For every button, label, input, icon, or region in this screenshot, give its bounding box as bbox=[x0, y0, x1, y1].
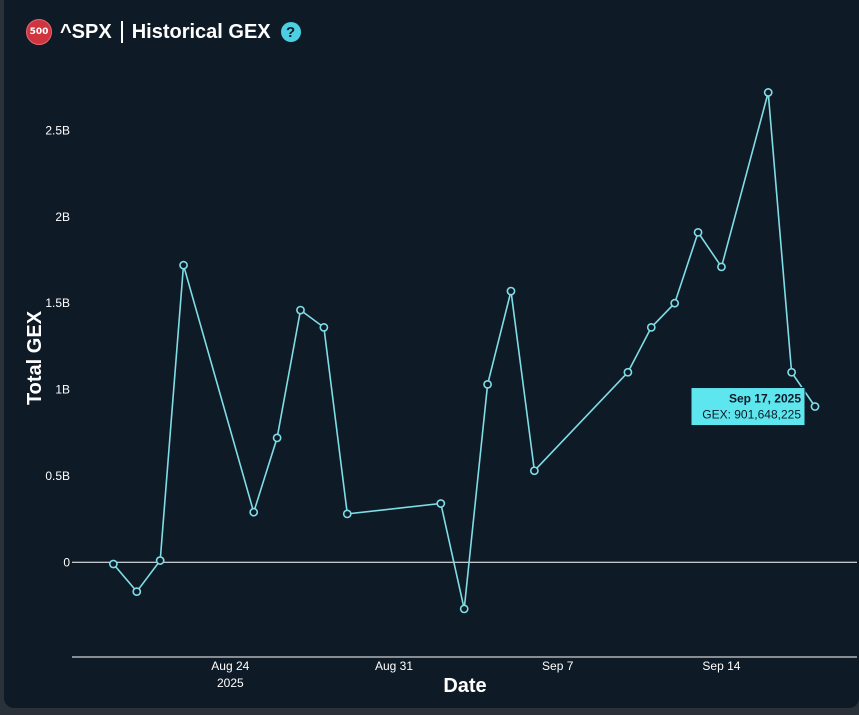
x-axis-title: Date bbox=[443, 675, 486, 697]
y-axis-title: Total GEX bbox=[24, 310, 46, 405]
data-point[interactable] bbox=[810, 402, 820, 411]
question-circle-icon[interactable]: ? bbox=[280, 22, 301, 42]
y-tick-label: 0 bbox=[63, 555, 70, 569]
data-point[interactable] bbox=[483, 379, 492, 389]
data-point[interactable] bbox=[693, 227, 703, 237]
data-point[interactable] bbox=[459, 604, 469, 614]
chart-panel bbox=[4, 0, 859, 708]
data-point[interactable] bbox=[249, 507, 259, 517]
chart-header: 500 ^SPX Historical GEX ? bbox=[26, 18, 301, 46]
y-tick-label: 0.5B bbox=[45, 469, 70, 483]
ticker-symbol: ^SPX bbox=[60, 20, 112, 43]
data-point[interactable] bbox=[436, 499, 446, 508]
data-point[interactable] bbox=[623, 367, 633, 377]
data-point[interactable] bbox=[717, 262, 726, 272]
x-tick-label: Aug 24 bbox=[211, 659, 249, 673]
data-point[interactable] bbox=[787, 367, 797, 377]
x-axis-ticks: Aug 24 2025 Aug 31 Sep 7 Sep 14 bbox=[211, 659, 740, 690]
data-point[interactable] bbox=[506, 286, 516, 296]
x-tick-label: Sep 14 bbox=[702, 659, 740, 673]
data-point[interactable] bbox=[319, 322, 329, 332]
x-tick-label: Sep 7 bbox=[542, 659, 574, 673]
data-point[interactable] bbox=[272, 433, 282, 443]
y-tick-label: 1.5B bbox=[45, 296, 70, 310]
spx-badge: 500 bbox=[26, 19, 52, 45]
data-point[interactable] bbox=[342, 509, 352, 519]
series-line bbox=[112, 92, 816, 610]
data-point[interactable] bbox=[179, 260, 188, 270]
x-tick-label: Aug 31 bbox=[375, 659, 413, 673]
y-axis-ticks: 0 0.5B 1B 1.5B 2B 2.5B bbox=[45, 123, 70, 569]
x-tick-sublabel: 2025 bbox=[217, 676, 244, 690]
data-points bbox=[108, 88, 820, 614]
y-tick-label: 1B bbox=[55, 383, 70, 397]
tooltip-box bbox=[690, 387, 806, 427]
data-point[interactable] bbox=[155, 556, 165, 565]
tooltip-value: GEX: 901,648,225 bbox=[702, 408, 801, 422]
title-divider bbox=[120, 21, 123, 43]
data-point[interactable] bbox=[670, 298, 680, 308]
data-point[interactable] bbox=[108, 559, 118, 569]
data-point[interactable] bbox=[296, 305, 305, 315]
tooltip-date: Sep 17, 2025 bbox=[729, 392, 801, 406]
chart-title: Historical GEX bbox=[131, 20, 271, 43]
hover-tooltip: Sep 17, 2025 GEX: 901,648,225 bbox=[690, 387, 806, 427]
y-tick-label: 2.5B bbox=[45, 123, 70, 137]
data-point[interactable] bbox=[763, 88, 773, 97]
y-tick-label: 2B bbox=[55, 210, 70, 224]
data-point[interactable] bbox=[132, 587, 142, 597]
data-point[interactable] bbox=[529, 466, 539, 476]
data-point[interactable] bbox=[646, 322, 656, 332]
